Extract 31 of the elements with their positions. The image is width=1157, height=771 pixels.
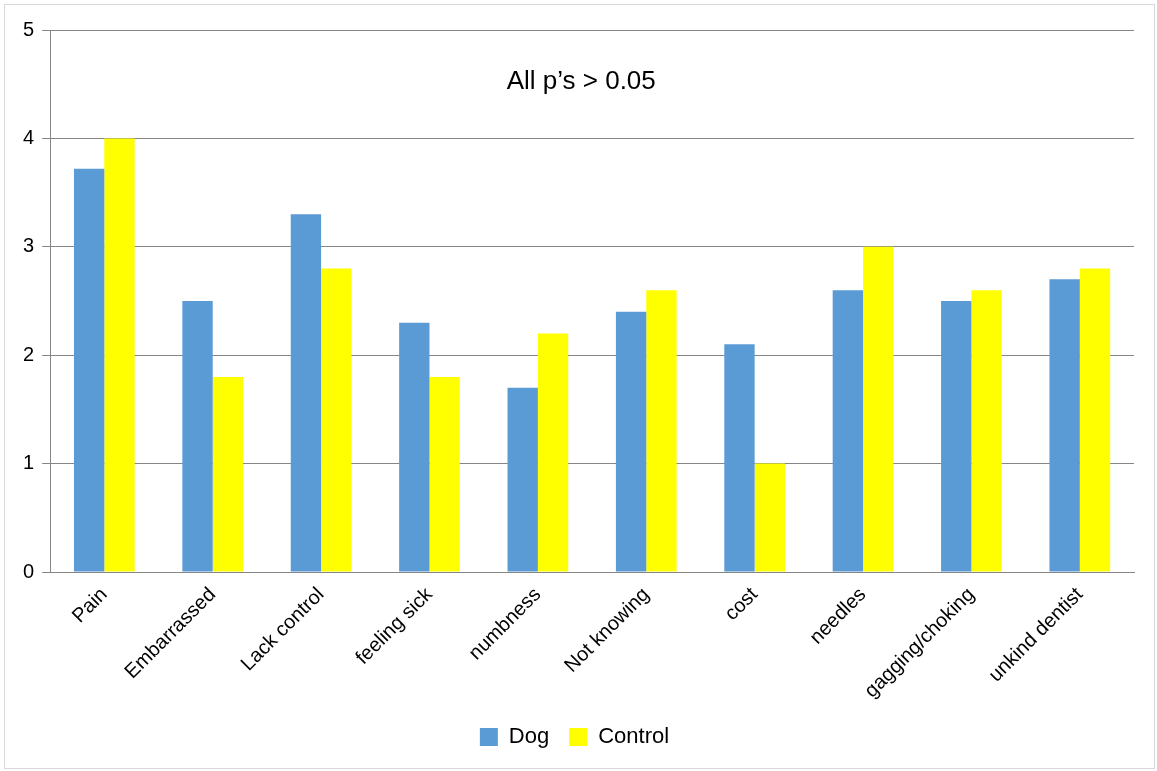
y-tick-label: 3 (23, 234, 35, 257)
y-tick-label: 2 (23, 342, 35, 365)
bar (429, 376, 460, 572)
y-tick-label: 4 (23, 125, 35, 148)
bar (941, 301, 972, 572)
annotation: All p’s > 0.05 (506, 65, 656, 96)
y-tick-label: 1 (23, 451, 35, 474)
bar (971, 290, 1002, 572)
bar (754, 463, 785, 572)
bar (321, 268, 352, 572)
bar (507, 387, 538, 572)
bar (399, 322, 430, 572)
bar (290, 214, 322, 572)
bar (73, 168, 105, 572)
y-tick-label: 5 (23, 17, 35, 40)
bar (646, 290, 677, 572)
legend-label: Control (598, 723, 670, 749)
bar (104, 138, 135, 572)
bar (863, 246, 894, 572)
bar (212, 376, 244, 572)
y-tick-label: 0 (23, 559, 35, 582)
bar (615, 311, 647, 572)
bar (182, 301, 213, 572)
x-tick-label: cost (719, 582, 762, 625)
bar (832, 290, 864, 572)
bar (537, 333, 569, 572)
bar (1049, 279, 1080, 572)
legend-label: Dog (508, 723, 550, 749)
bar (1079, 268, 1111, 572)
bar (724, 344, 755, 572)
x-tick-label: Pain (67, 582, 112, 627)
